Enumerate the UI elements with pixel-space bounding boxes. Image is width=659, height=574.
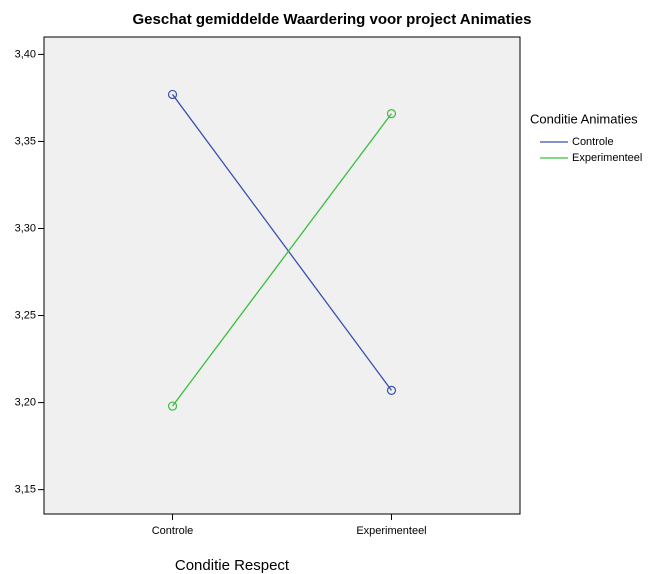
y-tick-label: 3,30 [15, 222, 36, 234]
y-tick-label: 3,35 [15, 135, 36, 147]
y-tick-label: 3,20 [15, 396, 36, 408]
x-axis-title: Conditie Respect [175, 557, 290, 574]
series-line [171, 94, 393, 391]
chart-title: Geschat gemiddelde Waardering voor proje… [133, 11, 532, 28]
legend-label: Experimenteel [572, 152, 642, 164]
point-marker [167, 401, 178, 411]
y-tick-label: 3,40 [15, 48, 36, 60]
y-tick-label: 3,15 [15, 484, 36, 496]
x-tick-label: Experimenteel [356, 525, 426, 537]
legend-title: Conditie Animaties [530, 111, 638, 126]
legend-label: Controle [572, 136, 614, 148]
series-line [171, 113, 393, 407]
point-marker [386, 108, 397, 119]
y-tick-label: 3,25 [15, 309, 36, 321]
point-marker [386, 385, 397, 395]
plot-area [43, 36, 521, 515]
x-tick-label: Controle [152, 525, 194, 537]
point-marker [167, 89, 178, 100]
